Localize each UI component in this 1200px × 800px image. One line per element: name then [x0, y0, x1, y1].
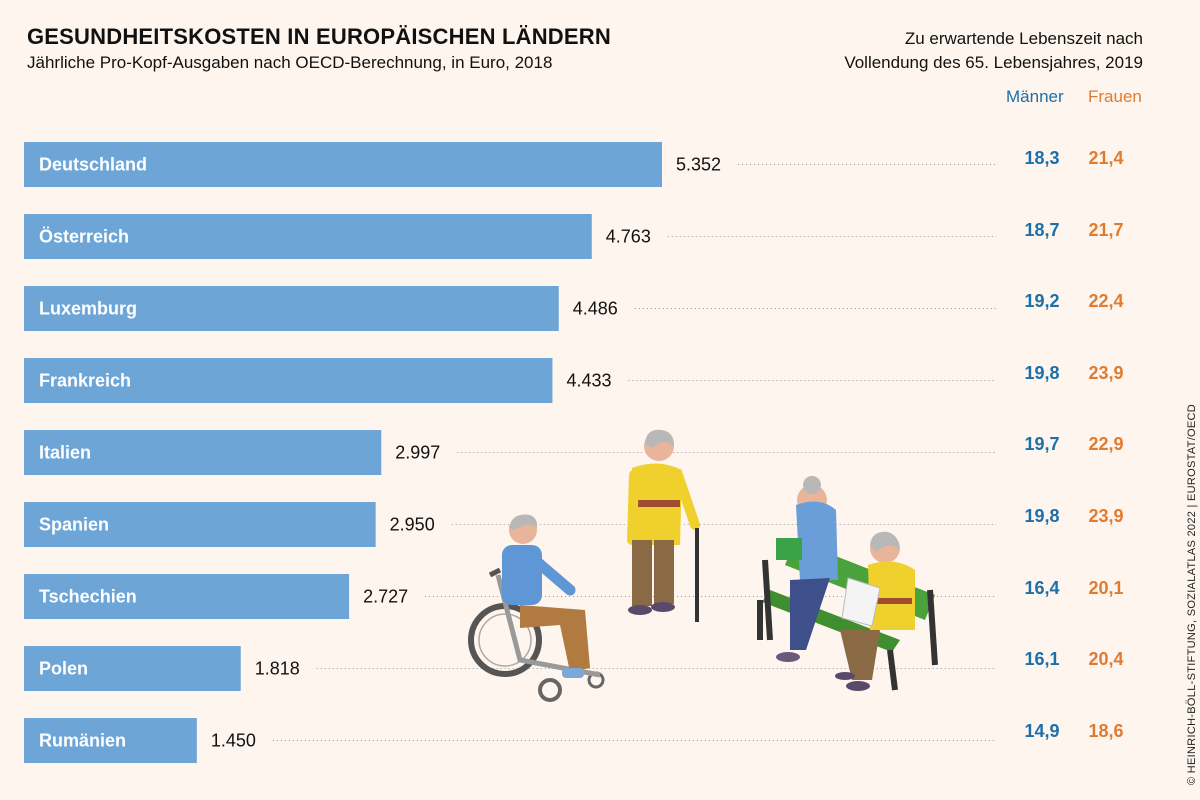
life-expectancy-men: 19,7: [1024, 434, 1059, 454]
bar: [24, 430, 382, 475]
life-expectancy-women: 23,9: [1088, 506, 1123, 526]
value-label: 2.950: [390, 515, 435, 535]
life-expectancy-men: 18,3: [1024, 148, 1059, 168]
life-expectancy-title-line1: Zu erwartende Lebenszeit nach: [904, 29, 1143, 48]
bar: [24, 286, 559, 331]
life-expectancy-men: 19,2: [1024, 291, 1059, 311]
life-expectancy-title: Zu erwartende Lebenszeit nach Vollendung…: [723, 27, 1143, 75]
value-label: 5.352: [676, 155, 721, 175]
bar: [24, 646, 241, 691]
life-expectancy-women: 22,9: [1088, 434, 1123, 454]
life-expectancy-men: 16,1: [1024, 649, 1059, 669]
life-expectancy-men: 19,8: [1024, 363, 1059, 383]
legend-women: Frauen: [1088, 87, 1142, 106]
life-expectancy-men: 18,7: [1024, 220, 1059, 240]
value-label: 4.486: [573, 299, 618, 319]
chart-subtitle: Jährliche Pro-Kopf-Ausgaben nach OECD-Be…: [27, 53, 553, 72]
value-label: 1.450: [211, 731, 256, 751]
value-label: 4.433: [566, 371, 611, 391]
country-label: Rumänien: [39, 731, 126, 751]
life-expectancy-women: 22,4: [1088, 291, 1123, 311]
life-expectancy-men: 14,9: [1024, 721, 1059, 741]
life-expectancy-women: 21,4: [1088, 148, 1123, 168]
bench-couple-figure: [757, 476, 938, 691]
bar: [24, 502, 376, 547]
bar: [24, 142, 662, 187]
life-expectancy-women: 23,9: [1088, 363, 1123, 383]
life-expectancy-women: 21,7: [1088, 220, 1123, 240]
country-label: Polen: [39, 659, 88, 679]
country-label: Frankreich: [39, 371, 131, 391]
country-label: Spanien: [39, 515, 109, 535]
value-label: 2.997: [395, 443, 440, 463]
value-label: 2.727: [363, 587, 408, 607]
country-label: Tschechien: [39, 587, 137, 607]
life-expectancy-men: 19,8: [1024, 506, 1059, 526]
chart-title: GESUNDHEITSKOSTEN IN EUROPÄISCHEN LÄNDER…: [27, 24, 611, 49]
country-label: Luxemburg: [39, 299, 137, 319]
life-expectancy-women: 20,4: [1088, 649, 1123, 669]
wheelchair-senior-figure: [468, 514, 605, 702]
life-expectancy-women: 18,6: [1088, 721, 1123, 741]
bar: [24, 718, 197, 763]
value-label: 1.818: [255, 659, 300, 679]
life-expectancy-men: 16,4: [1024, 578, 1059, 598]
bar: [24, 214, 592, 259]
bar: [24, 358, 553, 403]
life-expectancy-women: 20,1: [1088, 578, 1123, 598]
life-expectancy-title-line2: Vollendung des 65. Lebensjahres, 2019: [844, 53, 1143, 72]
legend-men: Männer: [1006, 87, 1064, 106]
country-label: Deutschland: [39, 155, 147, 175]
bar: [24, 574, 350, 619]
standing-senior-figure: [627, 429, 700, 622]
country-label: Italien: [39, 443, 91, 463]
country-label: Österreich: [39, 227, 129, 247]
value-label: 4.763: [606, 227, 651, 247]
source-credit: © HEINRICH-BÖLL-STIFTUNG, SOZIALATLAS 20…: [1186, 403, 1198, 785]
